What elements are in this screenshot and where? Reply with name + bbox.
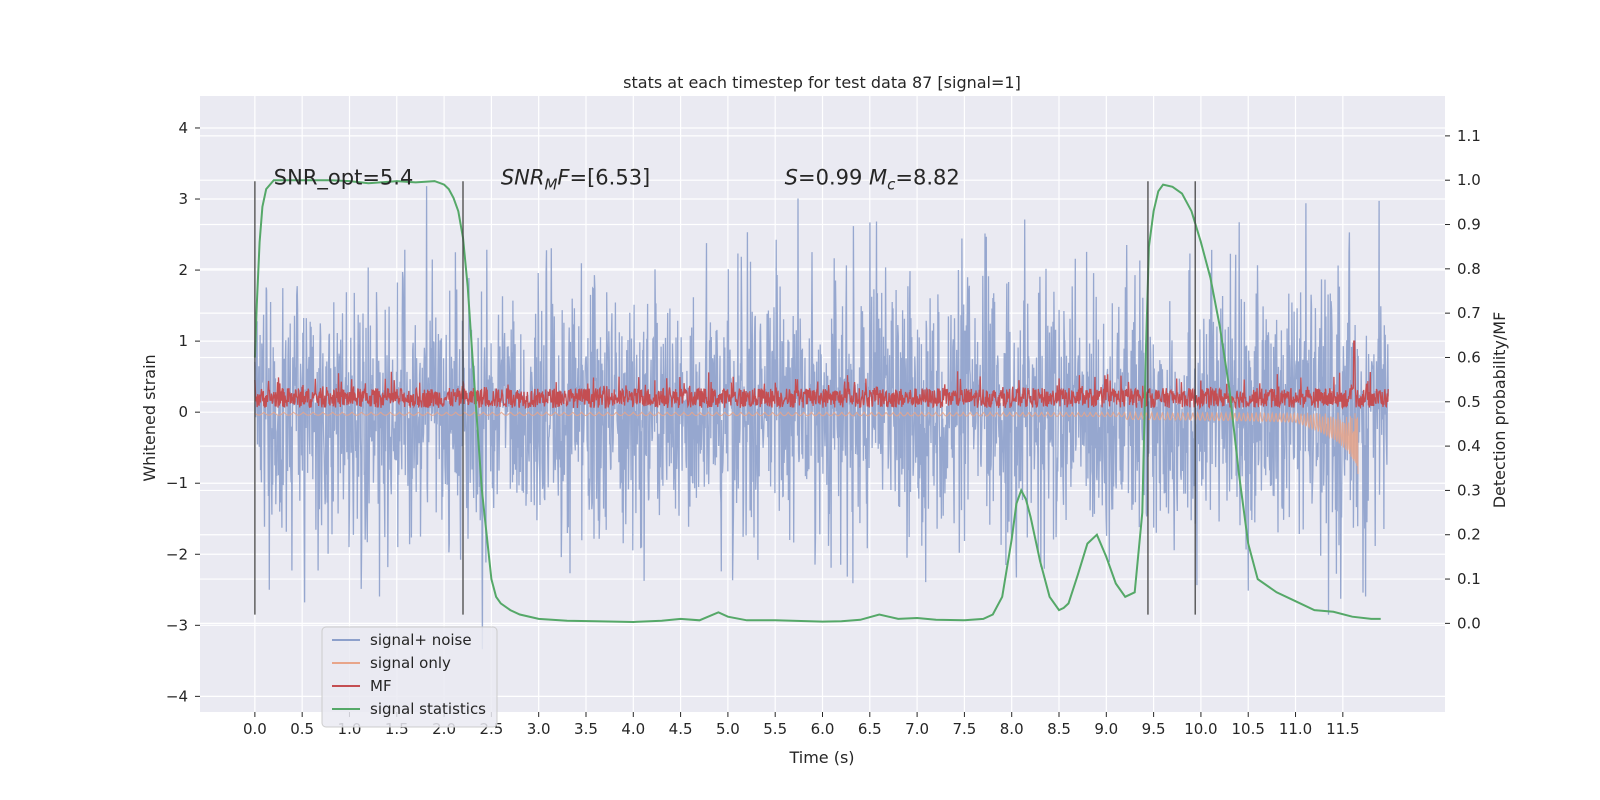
x-tick-label: 0.0 <box>243 720 267 738</box>
legend-label-signal-only: signal only <box>370 654 451 672</box>
y-axis-label-left: Whitened strain <box>140 354 159 481</box>
x-tick-label: 9.0 <box>1094 720 1118 738</box>
x-tick-label: 10.0 <box>1184 720 1217 738</box>
y-left-tick-label: −2 <box>166 545 188 563</box>
x-tick-label: 8.5 <box>1047 720 1071 738</box>
y-right-tick-label: 0.5 <box>1457 393 1481 411</box>
y-left-tick-label: −1 <box>166 474 188 492</box>
plot-area <box>253 179 1389 650</box>
legend: signal+ noise signal only MF signal stat… <box>321 626 498 728</box>
legend-label-signal-statistics: signal statistics <box>370 700 486 718</box>
x-tick-label: 4.0 <box>621 720 645 738</box>
annotations: SNR_opt=5.4 SNRMF=[6.53] S=0.99 Mc=8.82 <box>274 166 960 194</box>
series-mf <box>254 340 1389 410</box>
x-axis-label: Time (s) <box>788 748 854 767</box>
vertical-markers <box>254 181 1196 615</box>
legend-box <box>321 626 498 728</box>
x-tick-label: 5.0 <box>716 720 740 738</box>
y-axis-label-right: Detection probability/MF <box>1490 312 1509 509</box>
x-tick-label: 11.0 <box>1279 720 1312 738</box>
series-signal-statistics <box>253 179 1381 624</box>
y-left-tick-label: −4 <box>166 687 188 705</box>
y-right-tick-label: 0.7 <box>1457 304 1481 322</box>
annotation-snr-mf: SNRMF=[6.53] <box>501 166 650 194</box>
y-right-tick-label: 0.1 <box>1457 570 1481 588</box>
annotation-snr-opt: SNR_opt=5.4 <box>274 166 414 191</box>
x-tick-label: 11.5 <box>1326 720 1359 738</box>
x-tick-label: 4.5 <box>669 720 693 738</box>
x-tick-label: 5.5 <box>763 720 787 738</box>
series-signal-only <box>254 410 1359 474</box>
chart-title: stats at each timestep for test data 87 … <box>623 73 1021 92</box>
y-left-tick-label: 1 <box>178 332 188 350</box>
y-right-tick-label: 0.0 <box>1457 614 1481 632</box>
x-tick-label: 10.5 <box>1232 720 1265 738</box>
x-tick-label: 8.0 <box>1000 720 1024 738</box>
y-right-tick-label: 1.1 <box>1457 127 1481 145</box>
y-left-tick-label: 4 <box>178 119 188 137</box>
x-tick-label: 3.0 <box>527 720 551 738</box>
y-right-tick-label: 0.8 <box>1457 260 1481 278</box>
x-tick-label: 9.5 <box>1142 720 1166 738</box>
x-tick-label: 3.5 <box>574 720 598 738</box>
y-right-tick-label: 0.4 <box>1457 437 1481 455</box>
x-tick-label: 7.5 <box>952 720 976 738</box>
y-right-tick-label: 0.6 <box>1457 348 1481 366</box>
axis-ticks: 0.0 0.5 1.0 1.5 2.0 2.5 3.0 3.5 4.0 4.5 5.0 5.5 6.0 6… <box>166 119 1481 738</box>
legend-label-mf: MF <box>370 677 392 695</box>
annotation-s-mc: S=0.99 Mc=8.82 <box>785 166 960 194</box>
x-tick-label: 6.0 <box>811 720 835 738</box>
y-left-tick-label: 3 <box>178 190 188 208</box>
legend-label-signal-noise: signal+ noise <box>370 631 472 649</box>
y-right-tick-label: 0.2 <box>1457 526 1481 544</box>
y-right-tick-label: 0.3 <box>1457 481 1481 499</box>
y-left-tick-label: 0 <box>178 403 188 421</box>
y-left-tick-label: 2 <box>178 261 188 279</box>
y-right-tick-label: 1.0 <box>1457 171 1481 189</box>
x-tick-label: 7.0 <box>905 720 929 738</box>
x-tick-label: 6.5 <box>858 720 882 738</box>
y-right-tick-label: 0.9 <box>1457 216 1481 234</box>
y-left-tick-label: −3 <box>166 616 188 634</box>
x-tick-label: 0.5 <box>290 720 314 738</box>
